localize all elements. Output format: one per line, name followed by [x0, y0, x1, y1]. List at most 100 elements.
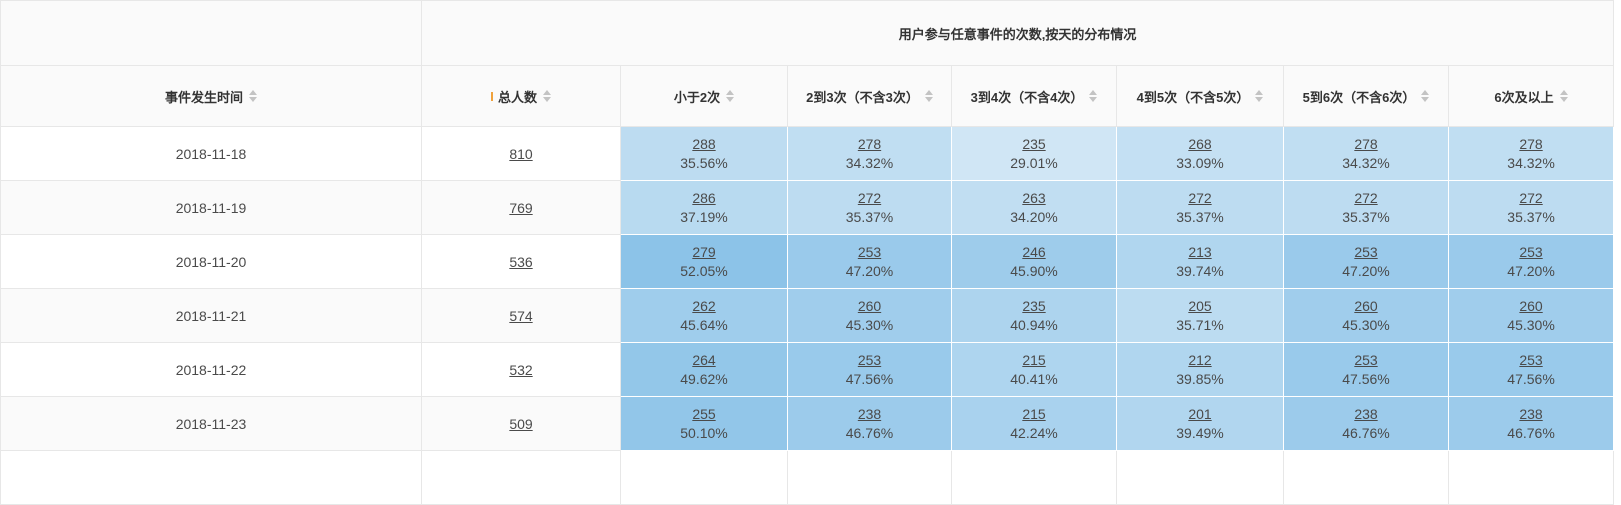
sort-icon[interactable]	[726, 90, 735, 102]
count-link[interactable]: 212	[1188, 351, 1212, 368]
group-header-row: 用户参与任意事件的次数,按天的分布情况	[0, 0, 1615, 66]
distribution-cell: 272 35.37%	[1116, 180, 1284, 235]
count-link[interactable]: 255	[692, 405, 716, 422]
count-link[interactable]: 253	[857, 351, 882, 368]
percent-value: 52.05%	[680, 262, 728, 279]
count-link[interactable]: 235	[1022, 135, 1046, 152]
count-link[interactable]: 262	[692, 297, 716, 314]
percent-value: 39.74%	[1176, 262, 1224, 279]
distribution-cell: 253 47.56%	[1447, 342, 1615, 397]
distribution-cell: 235 40.94%	[951, 288, 1117, 343]
percent-value: 50.10%	[680, 424, 728, 441]
total-count-link[interactable]: 810	[509, 145, 533, 162]
percent-value: 34.32%	[1507, 154, 1555, 171]
column-header-3[interactable]: 小于2次	[620, 65, 788, 127]
count-link[interactable]: 260	[857, 297, 882, 314]
count-link[interactable]: 278	[1354, 135, 1378, 152]
sort-icon[interactable]	[543, 90, 551, 102]
count-link[interactable]: 260	[1354, 297, 1378, 314]
count-link[interactable]: 253	[1519, 243, 1543, 260]
distribution-cell: 246 45.90%	[951, 234, 1117, 289]
count-link[interactable]: 235	[1022, 297, 1046, 314]
count-link[interactable]: 215	[1022, 405, 1046, 422]
column-header-6[interactable]: 4到5次（不含5次）	[1116, 65, 1284, 127]
count-link[interactable]: 279	[692, 243, 716, 260]
count-link[interactable]: 253	[1354, 351, 1378, 368]
percent-value: 45.30%	[1507, 316, 1555, 333]
date-cell: 2018-11-18	[0, 126, 422, 181]
count-link[interactable]: 238	[1354, 405, 1378, 422]
percent-value: 35.37%	[1507, 208, 1555, 225]
count-link[interactable]: 286	[692, 189, 716, 206]
sort-icon[interactable]	[249, 90, 257, 102]
percent-value: 34.32%	[1342, 154, 1390, 171]
total-cell: 509	[421, 396, 621, 451]
count-link[interactable]: 201	[1188, 405, 1212, 422]
count-link[interactable]: 238	[857, 405, 882, 422]
count-link[interactable]: 272	[1354, 189, 1378, 206]
distribution-cell: 253 47.20%	[1283, 234, 1449, 289]
total-cell: 536	[421, 234, 621, 289]
column-header-5[interactable]: 3到4次（不含4次）	[951, 65, 1117, 127]
count-link[interactable]: 268	[1188, 135, 1212, 152]
count-link[interactable]: 278	[857, 135, 882, 152]
distribution-cell: 215 40.41%	[951, 342, 1117, 397]
distribution-cell: 288 35.56%	[620, 126, 788, 181]
percent-value: 29.01%	[1010, 154, 1058, 171]
total-count-link[interactable]: 769	[509, 199, 533, 216]
sort-icon[interactable]	[1255, 90, 1264, 102]
total-count-link[interactable]: 509	[509, 415, 533, 432]
empty-cell	[951, 450, 1117, 505]
column-header-7[interactable]: 5到6次（不含6次）	[1283, 65, 1449, 127]
count-link[interactable]: 246	[1022, 243, 1046, 260]
column-header-1[interactable]: 事件发生时间	[0, 65, 422, 127]
percent-value: 35.37%	[845, 208, 894, 225]
column-header-2[interactable]: 总人数	[421, 65, 621, 127]
orange-indicator	[490, 91, 493, 101]
sort-icon[interactable]	[924, 90, 933, 102]
count-link[interactable]: 215	[1022, 351, 1046, 368]
total-count-link[interactable]: 536	[509, 253, 533, 270]
percent-value: 37.19%	[680, 208, 728, 225]
distribution-cell: 253 47.56%	[1283, 342, 1449, 397]
count-link[interactable]: 205	[1188, 297, 1212, 314]
sort-icon[interactable]	[1089, 90, 1098, 102]
sort-icon[interactable]	[1421, 90, 1430, 102]
distribution-cell: 278 34.32%	[787, 126, 952, 181]
empty-cell	[1447, 450, 1615, 505]
percent-value: 34.20%	[1010, 208, 1058, 225]
distribution-cell: 253 47.56%	[787, 342, 952, 397]
count-link[interactable]: 213	[1188, 243, 1212, 260]
distribution-cell: 212 39.85%	[1116, 342, 1284, 397]
count-link[interactable]: 238	[1519, 405, 1543, 422]
table-row: 2018-11-18 810 288 35.56% 278 34.32% 235 29.01%…	[0, 126, 1615, 181]
count-link[interactable]: 272	[1519, 189, 1543, 206]
table-row: 2018-11-20 536 279 52.05% 253 47.20% 246 45.90%…	[0, 234, 1615, 289]
count-link[interactable]: 272	[1188, 189, 1212, 206]
count-link[interactable]: 264	[692, 351, 716, 368]
distribution-cell: 238 46.76%	[1447, 396, 1615, 451]
count-link[interactable]: 253	[1519, 351, 1543, 368]
count-link[interactable]: 288	[692, 135, 716, 152]
column-header-row: 事件发生时间 总人数 小于2次 2到3次（不含3次） 3到4次（不含4次） 4到5次（不含…	[0, 65, 1615, 127]
distribution-cell: 213 39.74%	[1116, 234, 1284, 289]
count-link[interactable]: 272	[857, 189, 882, 206]
column-header-8[interactable]: 6次及以上	[1447, 65, 1615, 127]
column-header-4[interactable]: 2到3次（不含3次）	[787, 65, 952, 127]
distribution-cell: 253 47.20%	[787, 234, 952, 289]
percent-value: 40.41%	[1010, 370, 1058, 387]
total-count-link[interactable]: 532	[509, 361, 533, 378]
date-cell: 2018-11-20	[0, 234, 422, 289]
count-link[interactable]: 253	[857, 243, 882, 260]
partial-row	[0, 450, 1615, 505]
count-link[interactable]: 278	[1519, 135, 1543, 152]
sort-icon[interactable]	[1559, 90, 1568, 102]
count-link[interactable]: 253	[1354, 243, 1378, 260]
percent-value: 45.64%	[680, 316, 728, 333]
total-count-link[interactable]: 574	[509, 307, 533, 324]
empty-cell	[1283, 450, 1449, 505]
column-label: 3到4次（不含4次）	[970, 89, 1084, 105]
table-row: 2018-11-21 574 262 45.64% 260 45.30% 235 40.94%…	[0, 288, 1615, 343]
count-link[interactable]: 263	[1022, 189, 1046, 206]
count-link[interactable]: 260	[1519, 297, 1543, 314]
